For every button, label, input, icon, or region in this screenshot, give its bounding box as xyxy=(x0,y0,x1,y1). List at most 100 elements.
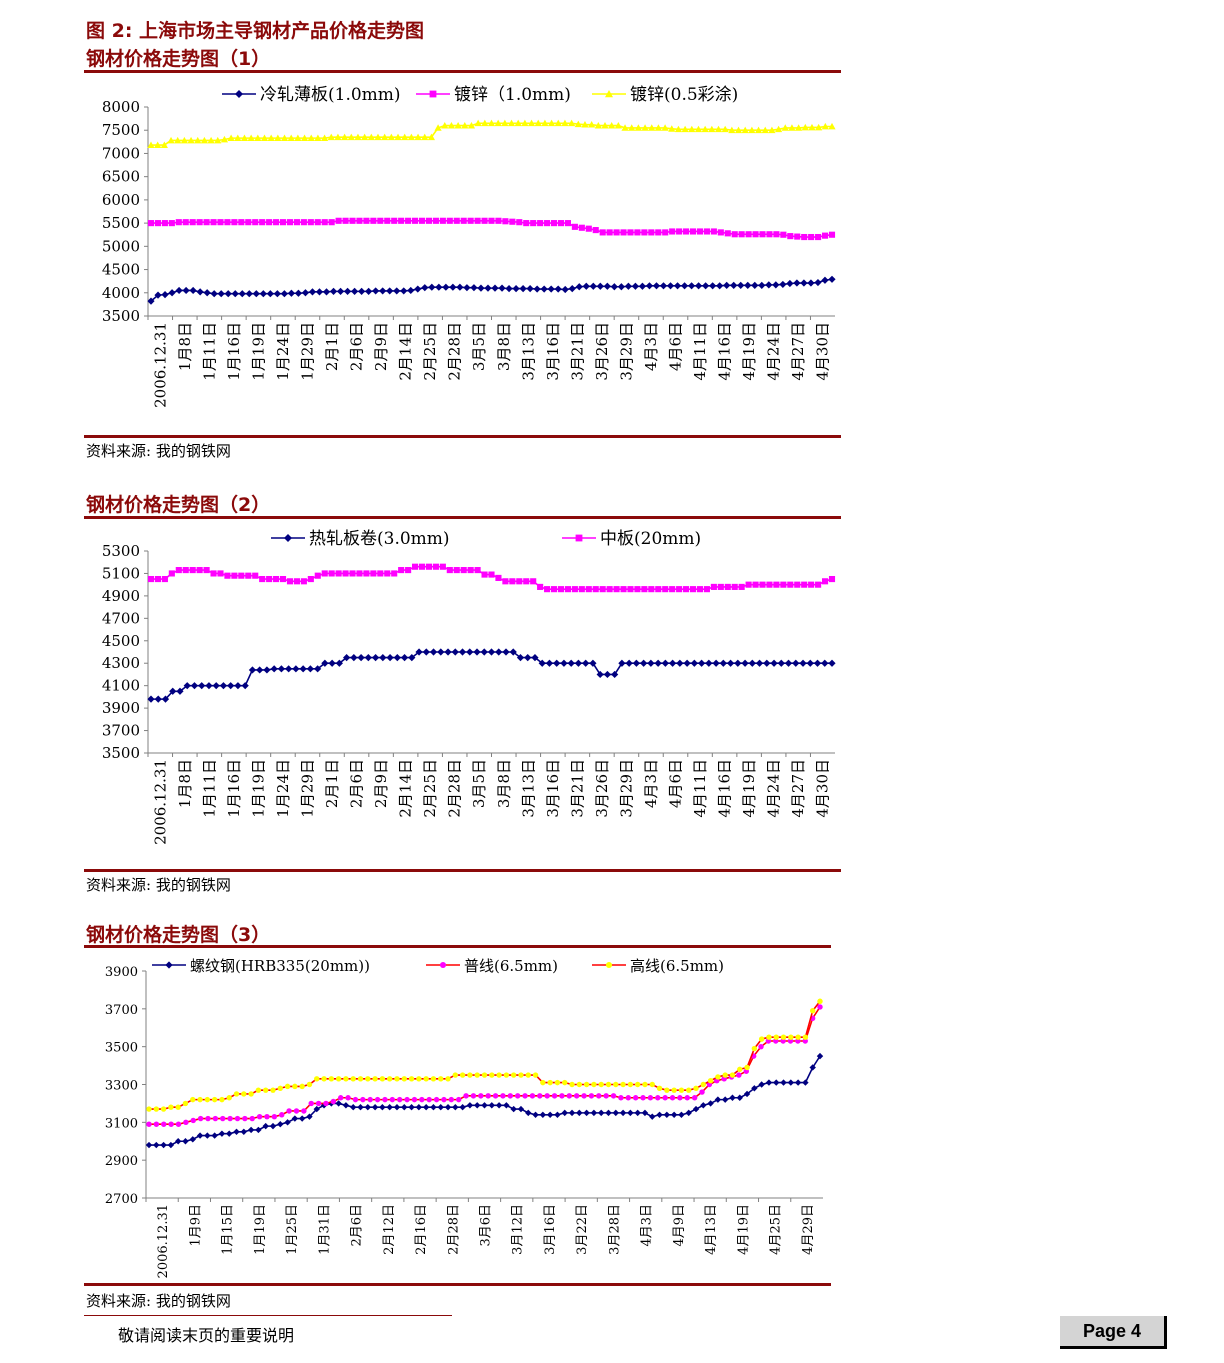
data-point xyxy=(507,1093,514,1099)
data-point xyxy=(654,124,663,131)
data-point xyxy=(603,282,611,290)
x-tick-label: 3月6日 xyxy=(479,1204,494,1247)
data-point xyxy=(200,136,209,144)
data-point xyxy=(814,278,822,287)
data-point xyxy=(386,1104,393,1111)
data-point xyxy=(154,220,162,227)
data-point xyxy=(627,229,634,236)
data-point xyxy=(780,231,787,238)
y-tick-label: 3500 xyxy=(105,1041,138,1056)
data-point xyxy=(647,659,655,667)
series-line-0 xyxy=(150,278,833,302)
data-point xyxy=(437,648,445,656)
data-point xyxy=(259,219,266,226)
data-point xyxy=(474,119,482,127)
data-point xyxy=(737,1066,743,1073)
data-point xyxy=(248,1091,254,1097)
data-point xyxy=(196,567,203,574)
data-point xyxy=(714,125,723,133)
data-point xyxy=(384,570,391,577)
x-tick-label: 4月25日 xyxy=(769,1204,784,1255)
data-point xyxy=(489,1072,495,1078)
data-point xyxy=(226,1130,233,1137)
data-point xyxy=(721,125,729,133)
data-point xyxy=(495,574,502,581)
data-point xyxy=(821,122,829,130)
data-point xyxy=(307,134,315,141)
data-point xyxy=(540,1079,546,1086)
data-point xyxy=(737,281,745,289)
data-point xyxy=(189,286,197,295)
data-point xyxy=(502,218,509,225)
data-point xyxy=(787,233,794,240)
footer-rule xyxy=(84,1315,452,1316)
data-point xyxy=(414,133,422,141)
data-point xyxy=(287,134,295,141)
data-point xyxy=(647,1095,654,1101)
data-point xyxy=(168,570,175,577)
data-point xyxy=(815,581,822,588)
data-point xyxy=(503,1102,510,1109)
data-point xyxy=(470,1093,477,1099)
data-point xyxy=(649,1081,655,1088)
data-point xyxy=(412,217,419,224)
data-point xyxy=(480,648,488,656)
data-point xyxy=(262,1122,269,1130)
data-point xyxy=(550,220,558,227)
data-point xyxy=(285,665,293,673)
data-point xyxy=(627,586,634,593)
data-point xyxy=(405,217,412,224)
data-point xyxy=(748,126,756,134)
data-point xyxy=(532,1072,539,1078)
data-point xyxy=(187,136,195,144)
data-point xyxy=(792,659,800,667)
x-tick-label: 4月6日 xyxy=(667,322,685,371)
y-tick-label: 6000 xyxy=(102,191,140,209)
data-point xyxy=(765,281,773,289)
data-point xyxy=(707,1100,714,1107)
data-point xyxy=(800,279,808,287)
data-point xyxy=(808,123,816,131)
x-tick-label: 3月28日 xyxy=(607,1204,622,1255)
x-tick-label: 2月1日 xyxy=(323,322,341,371)
y-tick-label: 4500 xyxy=(102,632,140,650)
legend-label: 镀锌(0.5彩涂) xyxy=(630,85,738,105)
data-point xyxy=(175,286,183,295)
data-point xyxy=(621,124,629,131)
data-point xyxy=(400,654,409,662)
legend-label: 高线(6.5mm) xyxy=(630,957,724,975)
data-point xyxy=(703,586,710,593)
data-point xyxy=(717,229,724,236)
x-tick-label: 4月16日 xyxy=(716,322,734,381)
data-point xyxy=(322,288,331,296)
data-point xyxy=(571,223,578,230)
data-point xyxy=(620,229,627,236)
x-tick-label: 2月25日 xyxy=(421,322,439,381)
footer-note: 敬请阅读末页的重要说明 xyxy=(118,1326,295,1345)
data-point xyxy=(561,285,569,294)
data-point xyxy=(529,1093,536,1099)
data-point xyxy=(496,1072,502,1078)
data-point xyxy=(758,1043,764,1050)
data-point xyxy=(153,1106,160,1112)
x-tick-label: 2月1日 xyxy=(323,759,341,808)
data-point xyxy=(684,1095,690,1101)
data-point xyxy=(398,567,405,574)
data-point xyxy=(245,572,252,579)
data-point xyxy=(721,1096,729,1103)
x-tick-label: 2月28日 xyxy=(446,322,464,381)
y-tick-label: 4100 xyxy=(102,677,140,695)
data-point xyxy=(821,578,829,585)
x-tick-label: 2月28日 xyxy=(446,759,464,818)
data-point xyxy=(799,659,807,667)
data-point xyxy=(745,581,752,588)
data-point xyxy=(710,583,717,590)
data-point xyxy=(603,1093,609,1099)
data-point xyxy=(617,283,625,291)
data-point xyxy=(709,282,717,290)
data-point xyxy=(560,659,568,667)
y-tick-label: 4500 xyxy=(102,261,140,279)
data-point xyxy=(456,283,464,291)
data-point xyxy=(627,1109,634,1117)
data-point xyxy=(509,218,516,225)
